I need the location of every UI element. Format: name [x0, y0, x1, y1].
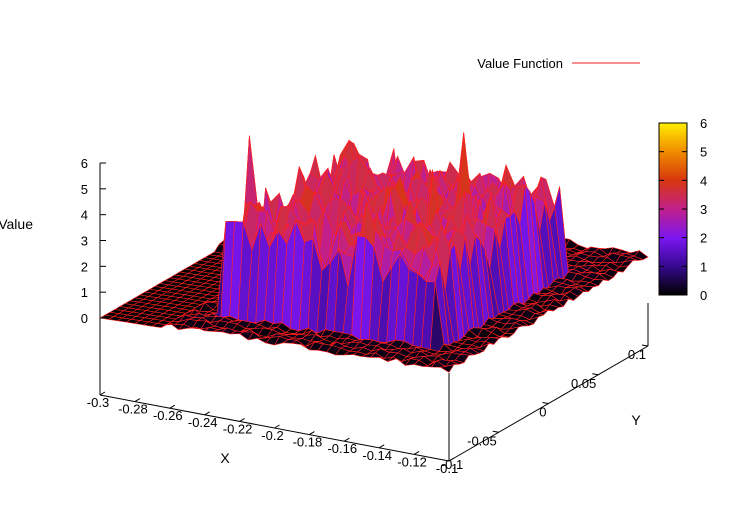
y-axis-label: Y	[631, 412, 641, 428]
x-tick-mark	[99, 391, 106, 396]
y-tick-label: 0.05	[571, 376, 596, 391]
y-tick-label: -0.05	[467, 433, 497, 448]
x-tick-label: -0.26	[153, 408, 183, 423]
z-axis-ticks: 0 1 2 3 4 5 6	[81, 156, 106, 326]
x-axis-label: X	[220, 450, 230, 466]
colorbar-tick-label: 6	[700, 116, 707, 131]
x-tick-label: -0.28	[118, 402, 148, 417]
x-tick-label: -0.3	[87, 395, 109, 410]
x-tick-mark	[169, 404, 176, 409]
x-tick-mark	[344, 437, 350, 442]
surface-mesh	[99, 132, 649, 373]
y-tick-mark	[542, 402, 549, 404]
x-axis-ticks: -0.3 -0.28 -0.26 -0.24 -0.22 -0.2 -0.18 -0.16 -0…	[87, 391, 463, 476]
surface-facet	[439, 364, 455, 373]
x-tick-mark	[239, 417, 245, 422]
colorbar-tick-label: 1	[700, 259, 707, 274]
colorbar-tick-label: 3	[700, 202, 707, 217]
z-tick-label: 1	[81, 285, 88, 300]
x-tick-mark	[274, 424, 280, 429]
x-tick-mark	[309, 431, 315, 436]
y-tick-mark	[592, 373, 599, 376]
z-tick-label: 0	[81, 311, 88, 326]
z-axis-label: Value	[0, 216, 33, 232]
x-tick-label: -0.18	[293, 435, 323, 450]
colorbar: 0 1 2 3 4 5 6	[658, 116, 707, 303]
x-tick-label: -0.14	[362, 448, 392, 463]
y-tick-label: 0.1	[628, 347, 646, 362]
x-tick-mark	[413, 450, 420, 455]
x-tick-label: -0.16	[327, 441, 357, 456]
x-tick-label: -0.12	[397, 454, 427, 469]
colorbar-ticks: 0 1 2 3 4 5 6	[659, 116, 707, 303]
z-tick-label: 5	[81, 182, 88, 197]
x-tick-mark	[378, 444, 385, 449]
colorbar-tick-label: 2	[700, 231, 707, 246]
z-tick-label: 4	[81, 208, 88, 223]
x-tick-mark	[448, 457, 455, 462]
z-tick-label: 3	[81, 234, 88, 249]
colorbar-tick-label: 0	[700, 288, 707, 303]
z-tick-label: 2	[81, 259, 88, 274]
x-tick-label: -0.1	[436, 461, 458, 476]
x-tick-label: -0.1	[441, 457, 463, 472]
y-tick-mark	[641, 344, 649, 347]
x-tick-label: -0.2	[261, 428, 283, 443]
legend-label: Value Function	[477, 56, 563, 71]
x-tick-label: -0.24	[188, 415, 218, 430]
y-tick-mark	[492, 430, 499, 433]
y-axis-ticks: -0.05 0 0.05 0.1	[467, 344, 649, 448]
x-tick-mark	[204, 411, 210, 416]
x-tick-mark	[134, 398, 141, 403]
colorbar-tick-label: 4	[700, 173, 707, 188]
legend: Value Function	[477, 56, 640, 71]
z-tick-label: 6	[81, 156, 88, 171]
colorbar-tick-label: 5	[700, 145, 707, 160]
x-tick-label: -0.22	[223, 421, 253, 436]
y-tick-label: 0	[539, 405, 546, 420]
